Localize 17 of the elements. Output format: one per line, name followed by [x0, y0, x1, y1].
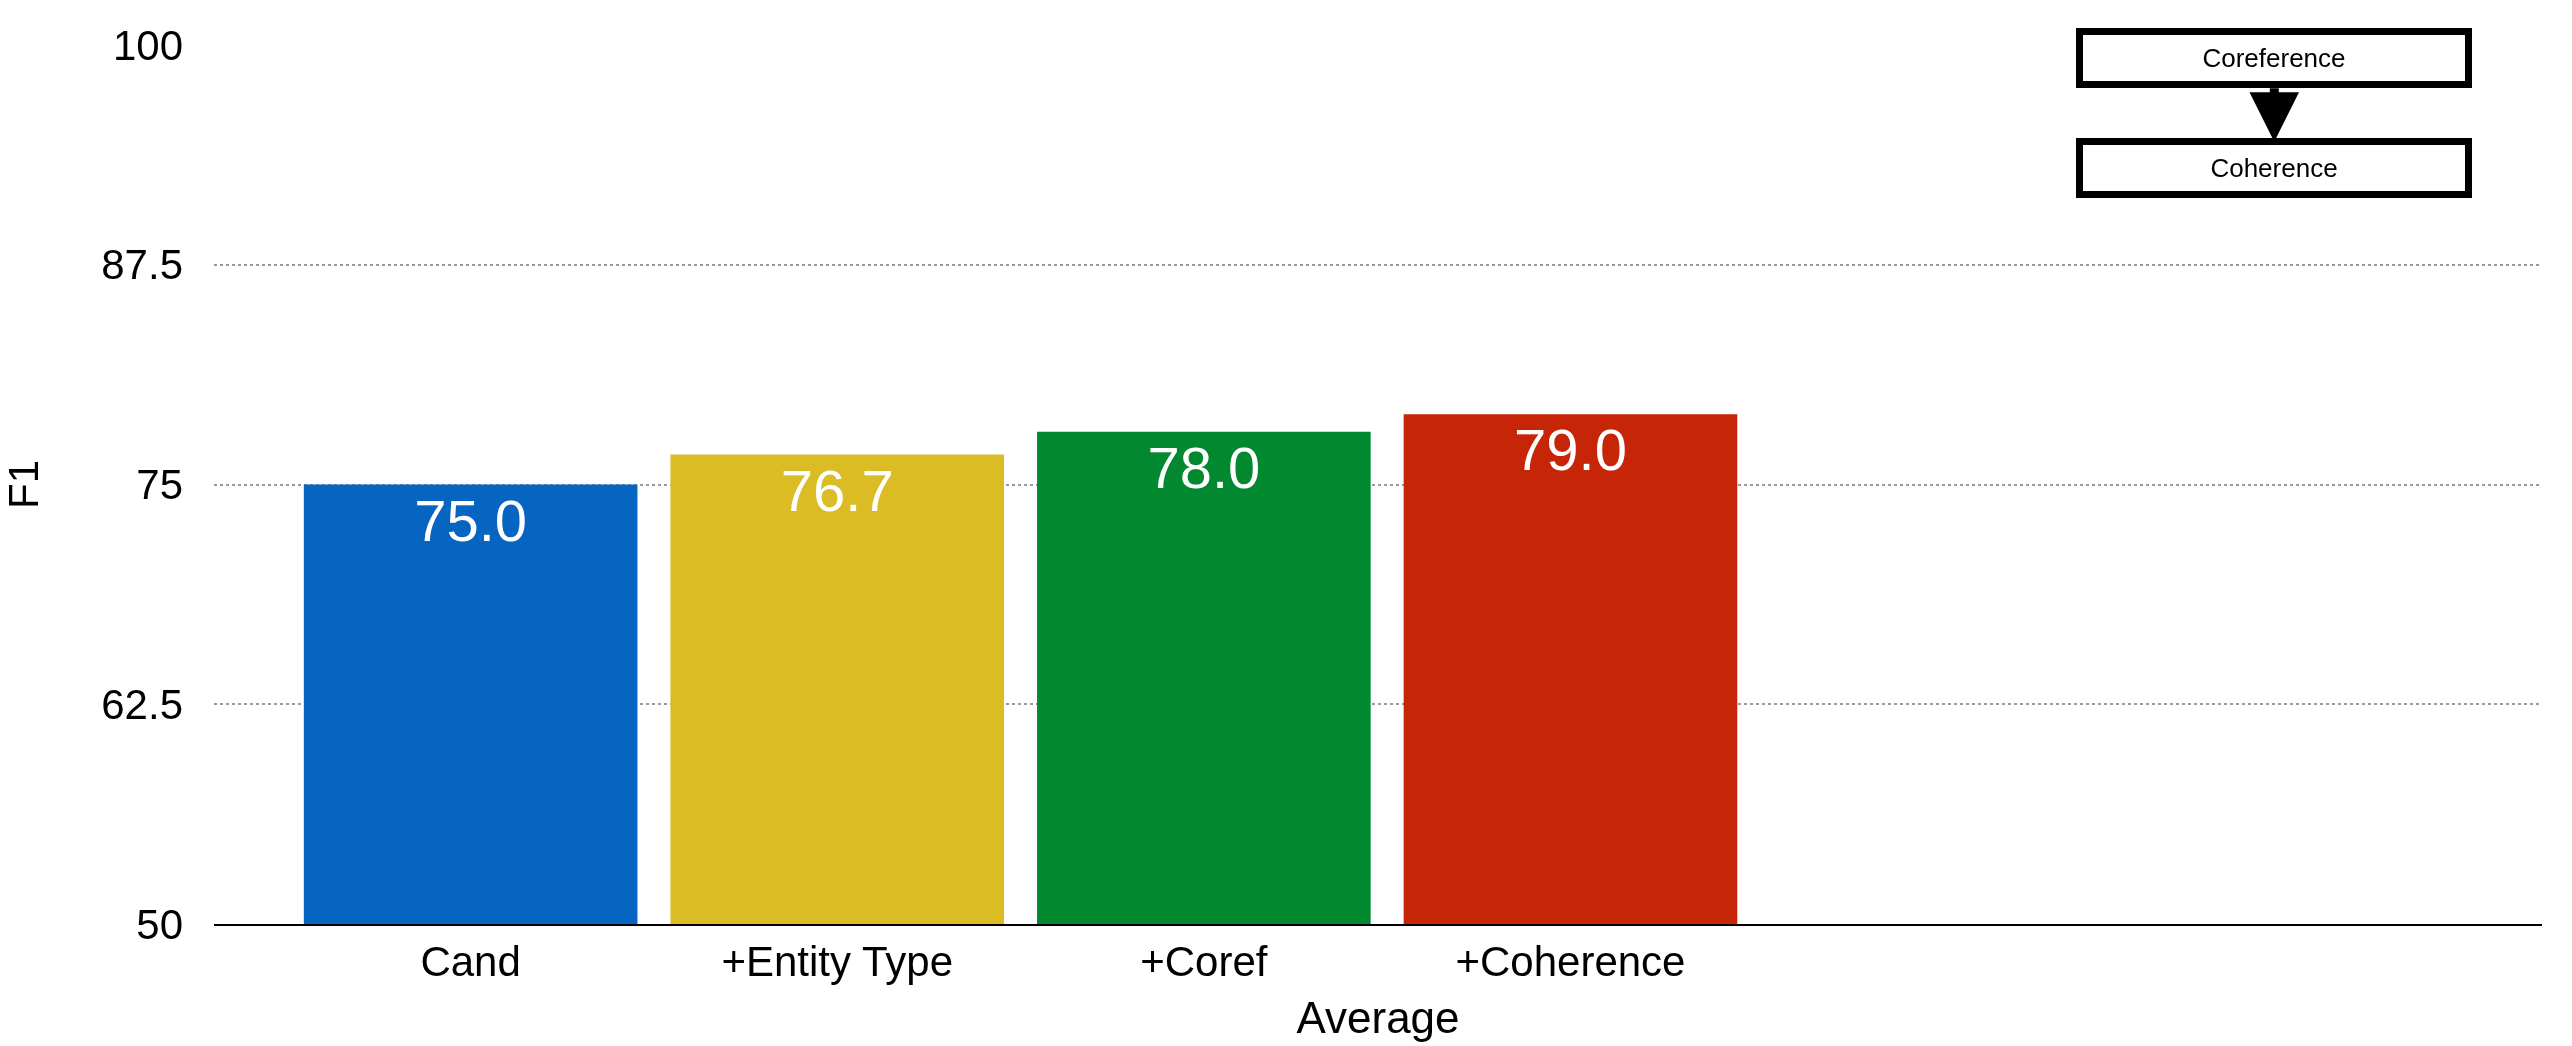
data-label: 76.7 — [780, 457, 894, 523]
y-tick-label: 75 — [136, 461, 183, 509]
y-tick-label: 87.5 — [101, 241, 183, 289]
x-tick-label: Cand — [420, 938, 521, 986]
data-label: 75.0 — [414, 487, 528, 553]
x-tick-label: +Coref — [1140, 938, 1268, 986]
y-tick-label: 100 — [112, 21, 183, 69]
data-label: 78.0 — [1147, 434, 1261, 500]
y-tick-label: 50 — [136, 900, 183, 948]
annotation: Coherence — [2210, 153, 2338, 183]
x-tick-label: +Entity Type — [721, 938, 954, 986]
y-axis-title: F1 — [0, 459, 47, 510]
y-tick-label: 62.5 — [101, 680, 183, 728]
annotation: Coreference — [2202, 43, 2346, 73]
x-axis-title: Average — [1296, 993, 1460, 1043]
x-tick-label: +Coherence — [1455, 938, 1686, 986]
data-label: 79.0 — [1514, 417, 1627, 483]
